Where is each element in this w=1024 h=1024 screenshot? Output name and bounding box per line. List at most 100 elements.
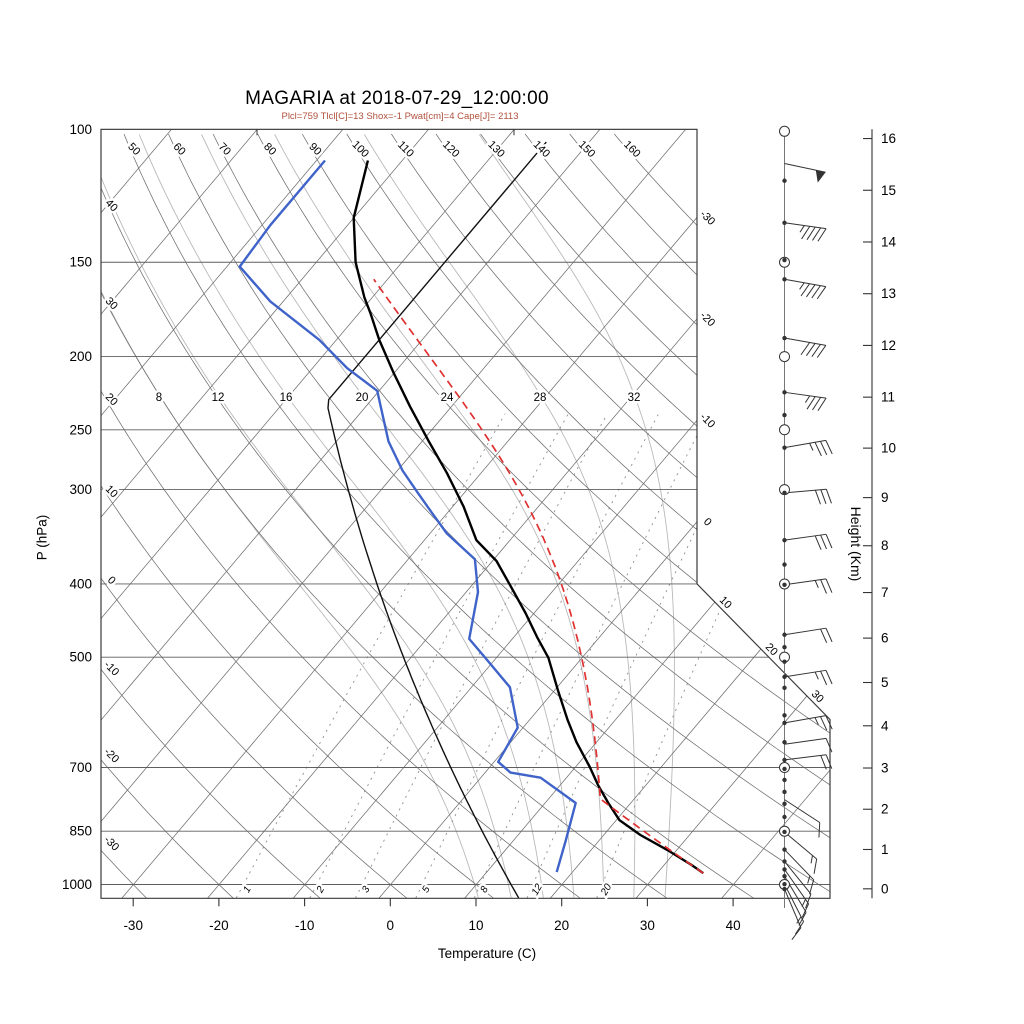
dewpoint-curve <box>238 159 577 873</box>
level-dot <box>782 659 787 664</box>
svg-text:160: 160 <box>621 139 642 160</box>
level-dot <box>782 257 787 263</box>
svg-text:40: 40 <box>726 918 741 933</box>
svg-text:30: 30 <box>640 918 655 933</box>
moist-adiabat-labels: 8 12 16 20 24 28 32 <box>153 390 643 407</box>
level-dot <box>782 537 787 543</box>
std-atmosphere-line <box>327 141 547 899</box>
level-dot <box>782 789 787 795</box>
svg-text:12: 12 <box>881 338 896 353</box>
level-dot <box>782 873 787 879</box>
svg-text:8: 8 <box>479 884 492 895</box>
svg-text:28: 28 <box>534 392 547 404</box>
svg-text:-20: -20 <box>209 918 229 933</box>
svg-text:150: 150 <box>69 255 92 270</box>
level-dot <box>782 859 787 864</box>
svg-text:40: 40 <box>103 197 120 214</box>
svg-text:1: 1 <box>881 842 889 857</box>
svg-text:100: 100 <box>350 139 371 160</box>
level-dot <box>782 739 787 745</box>
plot-area <box>101 129 830 899</box>
svg-text:3: 3 <box>360 884 373 895</box>
svg-text:850: 850 <box>69 824 92 839</box>
level-dot <box>782 390 787 395</box>
level-dot <box>782 847 787 852</box>
level-dot <box>782 277 787 282</box>
svg-text:20: 20 <box>763 641 780 658</box>
svg-text:20: 20 <box>554 918 569 933</box>
svg-text:250: 250 <box>69 422 92 437</box>
level-dot <box>782 674 787 680</box>
level-dot <box>782 220 787 225</box>
level-dot <box>782 886 787 892</box>
level-dot <box>782 713 787 718</box>
svg-text:3: 3 <box>881 761 889 776</box>
svg-text:2: 2 <box>881 802 889 817</box>
svg-text:16: 16 <box>280 392 293 404</box>
svg-text:13: 13 <box>881 286 896 301</box>
level-dot <box>782 777 787 783</box>
level-dot <box>782 814 787 820</box>
svg-text:500: 500 <box>69 650 92 665</box>
svg-text:700: 700 <box>69 760 92 775</box>
svg-text:200: 200 <box>69 349 92 364</box>
dry-adiabats <box>101 133 830 899</box>
pressure-lines <box>101 129 830 885</box>
svg-text:-30: -30 <box>101 834 121 854</box>
svg-text:20: 20 <box>103 391 120 408</box>
svg-text:24: 24 <box>441 392 454 404</box>
svg-text:16: 16 <box>881 131 896 146</box>
dry-adiabat-labels: 50 60 70 80 90 100 110 120 130 140 150 160403020100… <box>99 136 645 856</box>
level-dot <box>782 801 787 807</box>
svg-text:8: 8 <box>156 392 162 404</box>
temperature-tick-labels: -30 -20 -10 0 10 20 30 40 <box>123 898 741 933</box>
svg-text:2: 2 <box>314 884 327 896</box>
temperature-curve <box>352 160 704 875</box>
level-dot <box>782 720 787 726</box>
svg-text:30: 30 <box>809 688 826 705</box>
svg-text:11: 11 <box>881 390 895 405</box>
level-dot <box>782 412 787 418</box>
level-dot <box>782 867 787 872</box>
svg-text:0: 0 <box>387 918 395 933</box>
svg-text:5: 5 <box>881 675 889 690</box>
level-dot <box>782 582 787 587</box>
svg-text:0: 0 <box>881 881 889 896</box>
plot-frame <box>100 128 831 899</box>
svg-text:10: 10 <box>717 594 734 611</box>
chart-subtitle: Plcl=759 Tlcl[C]=13 Shox=-1 Pwat[cm]=4 C… <box>281 111 519 122</box>
svg-text:120: 120 <box>440 139 461 160</box>
pressure-tick-labels: 100 150 200 250 300 400 500 700 850 1000 <box>62 122 92 892</box>
svg-text:100: 100 <box>69 122 92 137</box>
svg-text:15: 15 <box>881 183 896 198</box>
level-dot <box>782 562 787 567</box>
svg-text:110: 110 <box>395 139 416 160</box>
svg-text:80: 80 <box>261 141 278 158</box>
svg-text:0: 0 <box>701 516 714 529</box>
station-circle <box>779 125 790 137</box>
svg-text:70: 70 <box>216 141 233 158</box>
level-dot <box>782 644 787 650</box>
svg-text:7: 7 <box>881 585 889 600</box>
svg-text:150: 150 <box>576 139 597 160</box>
svg-text:20: 20 <box>356 392 369 404</box>
svg-text:-20: -20 <box>697 310 717 330</box>
svg-text:4: 4 <box>881 718 889 733</box>
level-dot <box>782 490 787 496</box>
svg-text:14: 14 <box>881 234 897 249</box>
svg-text:1000: 1000 <box>62 877 92 892</box>
svg-text:9: 9 <box>881 490 889 505</box>
svg-text:1: 1 <box>241 885 253 895</box>
temperature-axis-label: Temperature (C) <box>437 946 537 961</box>
level-dot <box>782 335 787 341</box>
svg-text:32: 32 <box>628 392 641 404</box>
top-axis-ticks <box>256 129 515 136</box>
level-dot <box>782 632 787 637</box>
level-dot <box>782 766 787 772</box>
svg-text:10: 10 <box>468 918 483 933</box>
svg-text:8: 8 <box>881 538 889 553</box>
chart-title: MAGARIA at 2018-07-29_12:00:00 <box>245 88 549 109</box>
svg-text:-10: -10 <box>295 918 315 933</box>
